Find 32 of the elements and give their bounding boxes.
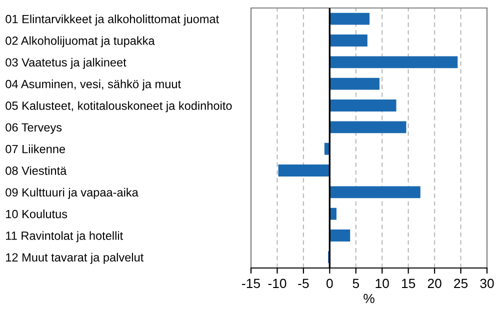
bar — [330, 121, 406, 134]
bar — [330, 100, 396, 112]
y-tick-label: 08 Viestintä — [6, 166, 67, 175]
x-tick-label: 5 — [352, 278, 360, 288]
y-tick-label: 03 Vaatetus ja jalkineet — [6, 58, 126, 69]
x-tick-label: 10 — [376, 278, 389, 288]
y-tick-label: 01 Elintarvikkeet ja alkoholittomat juomat — [6, 14, 219, 26]
y-tick-label: 11 Ravintolat ja hotellit — [6, 231, 123, 242]
x-tick-label: -10 — [268, 278, 286, 288]
y-tick-label: 06 Terveys — [6, 123, 62, 134]
x-tick-label: 0 — [326, 278, 333, 288]
bar — [330, 186, 420, 198]
y-tick-label: 04 Asuminen, vesi, sähkö ja muut — [6, 80, 181, 91]
x-tick-label: -5 — [298, 278, 309, 288]
bar — [330, 230, 350, 242]
y-tick-label: 12 Muut tavarat ja palvelut — [6, 252, 144, 264]
x-tick-label: 15 — [402, 278, 416, 288]
y-tick-label: 02 Alkoholijuomat ja tupakka — [6, 36, 155, 48]
x-tick-label: -15 — [242, 278, 260, 288]
bar — [278, 164, 330, 176]
bar — [330, 12, 370, 25]
x-tick-label: 25 — [454, 278, 468, 288]
y-tick-label: 10 Koulutus — [6, 210, 68, 218]
bar — [330, 34, 368, 46]
bar — [330, 56, 458, 68]
x-tick-label: 30 — [480, 278, 494, 288]
x-axis-title: % — [364, 294, 374, 304]
y-tick-label: 07 Liikenne — [6, 144, 66, 154]
x-tick-label: 20 — [428, 278, 442, 288]
bar — [330, 78, 380, 90]
y-tick-label: 09 Kulttuuri ja vapaa-aika — [6, 188, 138, 199]
y-tick-label: 05 Kalusteet, kotitalouskoneet ja kodinhoito — [6, 101, 232, 112]
